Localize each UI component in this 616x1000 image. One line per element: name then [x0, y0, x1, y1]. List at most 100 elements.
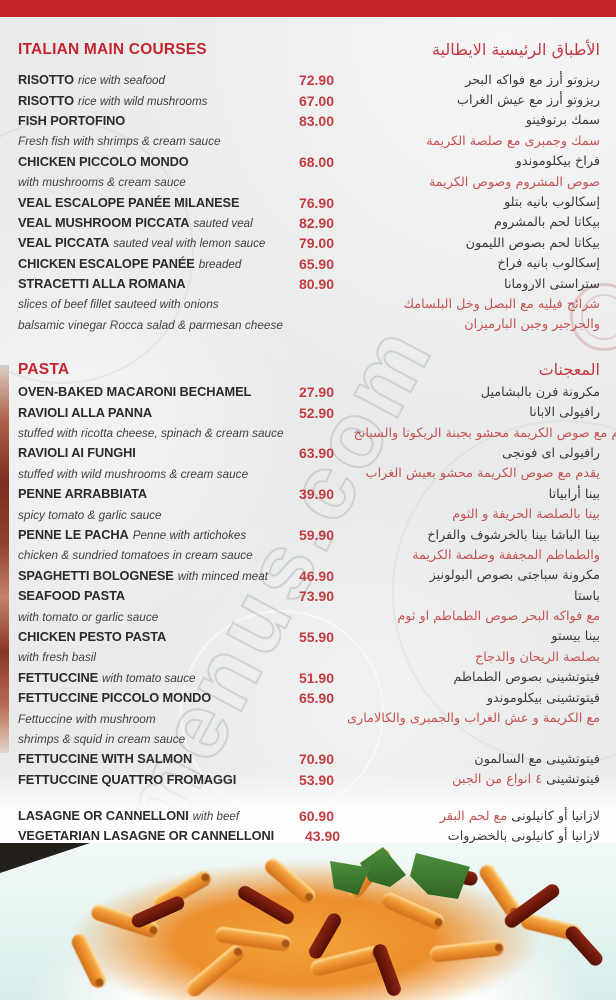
dish-name-en: RISOTTO rice with seafood — [18, 71, 268, 89]
dish-name-en: CHICKEN PICCOLO MONDO — [18, 153, 268, 171]
menu-row: CHICKEN ESCALOPE PANÉE breaded 65.90 إسكالو… — [18, 254, 600, 274]
dish-description-en: with mushrooms & cream sauce — [18, 175, 186, 190]
dish-description-en: spicy tomato & garlic sauce — [18, 507, 162, 522]
menu-row: LASAGNE OR CANNELLONI with beef 60.90 لازان… — [18, 806, 600, 826]
dish-name-ar: ستراستى الارومانا — [504, 276, 600, 292]
dish-price: 43.90 — [305, 828, 341, 845]
dish-name-en: FETTUCCINE with tomato sauce — [18, 669, 268, 687]
menu-row: with fresh basil بصلصة الريحان والدجاج — [18, 647, 600, 667]
dish-price: 80.90 — [298, 276, 334, 293]
dish-name-ar-red: ٤ انواع من الجبن — [452, 772, 543, 788]
menu-row: VEAL PICCATA sauted veal with lemon sauce… — [18, 233, 600, 253]
dish-description-en: with fresh basil — [18, 650, 97, 665]
dish-name-ar-black: لازانيا أو كانيلونى — [511, 808, 600, 824]
dish-name-ar: ريزوتو أرز مع فواكه البحر — [465, 72, 600, 88]
menu-row: slices of beef fillet sauteed with onion… — [18, 294, 600, 314]
dish-name: RISOTTO — [18, 92, 74, 108]
section-title-en: PASTA — [18, 361, 70, 379]
dish-name: RAVIOLI ALLA PANNA — [18, 404, 152, 420]
dish-name-ar: بيكاتا لحم بالمشروم — [494, 215, 600, 231]
dish-name-ar: سمك برتوفينو — [525, 113, 600, 129]
pasta-dish-photo — [0, 843, 616, 1000]
dish-name-ar: فراخ بيكلوموندو — [515, 154, 600, 170]
dish-name: STRACETTI ALLA ROMANA — [18, 276, 186, 292]
dish-name-ar: مع فواكه البحر صوص الطماطم او ثوم — [397, 609, 600, 625]
dish-name-en: CHICKEN PESTO PASTA — [18, 628, 268, 646]
dish-name-ar: رافيولى اى فونجى — [502, 445, 600, 461]
dish-name-ar: باستا — [574, 588, 600, 604]
dish-name-en: VEAL PICCATA sauted veal with lemon sauce — [18, 234, 268, 252]
dish-name-en: OVEN-BAKED MACARONI BECHAMEL — [18, 383, 268, 401]
dish-price: 27.90 — [298, 384, 334, 401]
dish-name-ar: بيكاتا لحم بصوص الليمون — [465, 235, 600, 251]
photo-corner-shadow — [0, 843, 90, 873]
dish-description-en: balsamic vinegar Rocca salad & parmesan … — [18, 317, 283, 332]
dish-name: FETTUCCINE PICCOLO MONDO — [18, 690, 212, 706]
menu-row: SPAGHETTI BOLOGNESE with minced meat 46.90… — [18, 566, 600, 586]
menu-row: SEAFOOD PASTA 73.90 باستا — [18, 586, 600, 606]
dish-name-ar: لازانيا أو كانيلونى بالخضروات — [447, 828, 600, 844]
dish-name-ar: بينا الباشا بينا بالخرشوف والفراخ — [427, 527, 600, 543]
dish-name-ar: شرائح فيليه مع البصل وخل البلسامك — [403, 296, 601, 312]
dish-price: 72.90 — [298, 72, 334, 89]
dish-price: 65.90 — [298, 690, 334, 707]
dish-name-ar: يقدم مع صوص الكريمة محشو بجبنة الريكوتا … — [353, 425, 616, 441]
dish-name-ar: سمك وجمبرى مع صلصة الكريمة — [426, 133, 600, 149]
dish-name-en: VEGETARIAN LASAGNE OR CANNELLONI — [18, 827, 274, 845]
menu-row: with mushrooms & cream sauce صوص المشروم … — [18, 172, 600, 192]
dish-name-en: PENNE ARRABBIATA — [18, 485, 268, 503]
dish-name: PENNE ARRABBIATA — [18, 486, 147, 502]
dish-name-ar: بصلصة الريحان والدجاج — [474, 649, 600, 665]
menu-row: RISOTTO rice with seafood 72.90 ريزوتو أرز … — [18, 70, 600, 90]
dish-name-ar: مع الكريمة و عش الغراب والجمبرى والكالام… — [347, 711, 600, 727]
top-red-bar — [0, 0, 616, 17]
dish-price: 55.90 — [298, 628, 334, 645]
dish-name-ar: مكرونة سباجتى بصوص البولونيز — [429, 568, 600, 584]
dish-name: VEGETARIAN LASAGNE OR CANNELLONI — [18, 828, 275, 844]
dish-name-ar-red: مع لحم البقر — [439, 808, 508, 824]
section-header: ITALIAN MAIN COURSES الأطباق الرئيسية الا… — [18, 33, 600, 59]
dish-name-ar-black: فيتوتشينى — [546, 772, 600, 788]
dish-name-ar: مكرونة فرن بالبشاميل — [480, 384, 600, 400]
menu-row: Fresh fish with shrimps & cream sauce سمك… — [18, 131, 600, 151]
dish-description-en: with tomato or garlic sauce — [18, 609, 159, 624]
dish-name-ar: فيتوتشينى مع السالمون — [474, 751, 600, 767]
menu-row: spicy tomato & garlic sauce بينا بالصلصة … — [18, 504, 600, 524]
dish-name: SPAGHETTI BOLOGNESE — [18, 567, 174, 583]
dish-name-ar: فيتوتشينى بيكلوموندو — [486, 690, 600, 706]
dish-price: 39.90 — [298, 486, 334, 503]
dish-price: 51.90 — [298, 669, 334, 686]
dish-name-en: PENNE LE PACHA Penne with artichokes — [18, 526, 268, 544]
dish-price: 53.90 — [298, 771, 334, 788]
menu-row: CHICKEN PESTO PASTA 55.90 بينا بيستو — [18, 627, 600, 647]
dish-name-ar: بينا أرابياتا — [548, 486, 600, 502]
dish-price: 76.90 — [298, 194, 334, 211]
dish-name-ar: ريزوتو أرز مع عيش الغراب — [456, 93, 600, 109]
dish-name-en: RAVIOLI ALLA PANNA — [18, 404, 268, 422]
section-header: PASTA المعجنات — [18, 353, 600, 379]
dish-name-ar: إسكالوب بانيه فراخ — [497, 256, 600, 272]
dish-description-en: Fettuccine with mushroom — [18, 711, 156, 726]
bottom-white-band — [0, 772, 616, 843]
dish-price: 65.90 — [298, 255, 334, 272]
dish-name-ar: والطماطم المجففة وصلصة الكريمة — [412, 547, 600, 563]
dish-name: VEAL ESCALOPE PANÉE MILANESE — [18, 194, 240, 210]
dish-name-ar: فيتوتشينى ٤ انواع من الجبن — [338, 772, 600, 787]
menu-content: ITALIAN MAIN COURSES الأطباق الرئيسية الا… — [18, 17, 616, 847]
menu-row: with tomato or garlic sauce مع فواكه البح… — [18, 606, 600, 626]
dish-name-ar: رافيولى الابانا — [529, 405, 600, 421]
dish-name: LASAGNE OR CANNELLONI — [18, 808, 189, 824]
dish-name: PENNE LE PACHA — [18, 527, 129, 542]
dish-name-en: FETTUCCINE WITH SALMON — [18, 750, 268, 768]
dish-name-en: RISOTTO rice with wild mushrooms — [18, 92, 268, 110]
dish-name-en: SEAFOOD PASTA — [18, 587, 268, 605]
dish-name-en: FETTUCCINE PICCOLO MONDO — [18, 689, 268, 707]
dish-name: CHICKEN PESTO PASTA — [18, 628, 167, 644]
menu-row: FETTUCCINE with tomato sauce 51.90 فيتوتشين… — [18, 668, 600, 688]
dish-price: 82.90 — [298, 214, 334, 231]
dish-name: RAVIOLI AI FUNGHI — [18, 445, 136, 461]
dish-price: 73.90 — [298, 588, 334, 605]
dish-name: SEAFOOD PASTA — [18, 588, 126, 604]
menu-row: FETTUCCINE QUATTRO FROMAGGI 53.90 فيتوتشين… — [18, 770, 600, 790]
menu-row: RAVIOLI AI FUNGHI 63.90 رافيولى اى فونجى — [18, 443, 600, 463]
